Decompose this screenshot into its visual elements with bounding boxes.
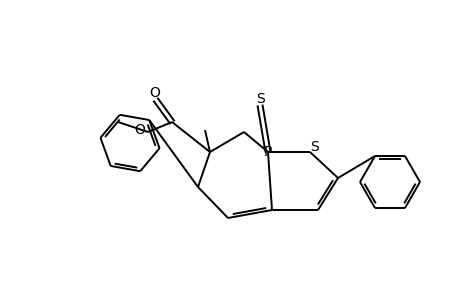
- Text: S: S: [256, 92, 265, 106]
- Text: O: O: [149, 86, 160, 100]
- Text: S: S: [310, 140, 319, 154]
- Text: P: P: [263, 145, 272, 159]
- Text: O: O: [134, 123, 145, 137]
